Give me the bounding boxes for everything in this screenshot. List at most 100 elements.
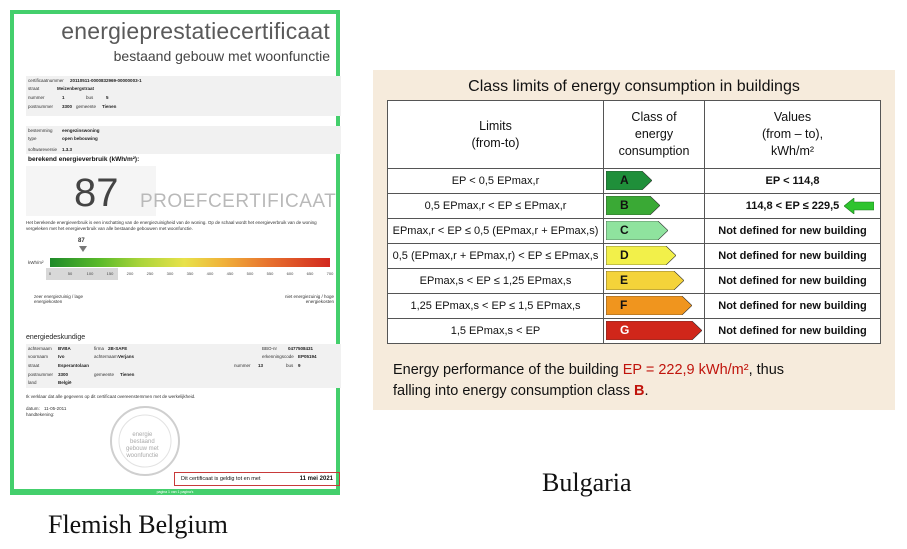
declaration-text: Ik verklaar dat alle gegevens op dit cer…: [26, 394, 196, 399]
value-cell: Not defined for new building: [704, 243, 881, 269]
software-value: 1.3.3: [62, 147, 73, 152]
stamp-text: energie bestaand gebouw met woonfunctie: [126, 432, 159, 460]
scale-tick: 350: [186, 271, 194, 276]
class-arrow-icon: [606, 196, 660, 215]
energy-score: 87: [74, 171, 119, 215]
class-cell: C: [603, 218, 705, 244]
header-line: (from – to),: [761, 127, 824, 141]
summary-prefix: Energy performance of the building: [393, 362, 623, 378]
class-arrow-icon: [606, 171, 652, 190]
expert-lastname: Verjans: [118, 354, 135, 359]
scale-tick: 0: [48, 271, 52, 276]
limit-cell: 0,5 EPmax,r < EP ≤ EPmax,r: [387, 193, 604, 219]
value-cell: Not defined for new building: [704, 293, 881, 319]
class-cell: E: [603, 268, 705, 294]
street-value: Meizenbergstraat: [57, 86, 95, 91]
summary-value: EP = 222,9 kWh/m²: [622, 362, 749, 378]
class-cell: D: [603, 243, 705, 269]
value-text: EP < 114,8: [765, 175, 820, 187]
class-limits-table: Limits (from-to) Class of energy consump…: [387, 100, 881, 344]
expert-municipality: Tienen: [120, 372, 135, 377]
class-arrow-icon: [606, 221, 668, 240]
marker-value: 87: [78, 238, 85, 244]
value-cell: Not defined for new building: [704, 218, 881, 244]
expert-title: energiedeskundige: [26, 334, 86, 341]
table-row: EP < 0,5 EPmax,r A EP < 114,8: [387, 168, 881, 194]
expert-firstname: Ivo: [58, 354, 65, 359]
municipality-label: gemeente: [76, 104, 97, 109]
cert-number: 20110511-0000832969-00000003-1: [70, 78, 142, 83]
stamp-line: gebouw met: [126, 446, 159, 452]
scale-unit: kWh/m²: [28, 260, 44, 265]
table-row: 1,25 EPmax,s < EP ≤ 1,5 EPmax,s F Not defi…: [387, 293, 881, 319]
class-letter: B: [620, 198, 629, 212]
expert-bbo-label: BBO-nr: [262, 346, 278, 351]
header-limits: Limits (from-to): [387, 100, 604, 169]
value-text: Not defined for new building: [718, 300, 867, 312]
municipality-value: Tienen: [102, 104, 117, 109]
table-header-row: Limits (from-to) Class of energy consump…: [387, 100, 881, 169]
expert-street: Esperantolaan: [58, 363, 90, 368]
expert-bbo: 0477508431: [288, 346, 314, 351]
class-letter: D: [620, 248, 629, 262]
value-cell: Not defined for new building: [704, 268, 881, 294]
expert-country-label: land: [28, 380, 37, 385]
street-label: straat: [28, 86, 40, 91]
expert-lastname-label: achternaam: [94, 354, 118, 359]
class-arrow-icon: [606, 246, 676, 265]
scale-tick: 650: [306, 271, 314, 276]
signature-label: handtekening:: [26, 412, 55, 417]
postcode-label: postnummer: [28, 104, 54, 109]
header-line: Values: [773, 110, 812, 124]
scale-tick: 400: [206, 271, 214, 276]
date-value: 11-05-2011: [44, 406, 67, 411]
class-cell: A: [603, 168, 705, 194]
caption-left: Flemish Belgium: [48, 510, 228, 539]
expert-surname: BVBA: [58, 346, 71, 351]
summary-class: B: [634, 383, 645, 399]
low-label: zeer energiezuinig / lage energiekosten: [34, 294, 84, 304]
scale-tick: 50: [67, 271, 73, 276]
slide-title: Class limits of energy consumption in bu…: [468, 78, 800, 95]
score-highlight: [46, 268, 118, 280]
caption-right: Bulgaria: [542, 468, 632, 497]
scale-tick: 500: [246, 271, 254, 276]
value-cell: EP < 114,8: [704, 168, 881, 194]
class-letter: E: [620, 273, 629, 287]
explanation-text: Het berekende energieverbruik is een ins…: [26, 220, 317, 231]
expert-country: België: [58, 380, 72, 385]
bus-label: bus: [86, 95, 94, 100]
expert-accreditation-label: erkenningscode: [262, 354, 294, 359]
scale-tick: 700: [326, 271, 334, 276]
scale-tick: 600: [286, 271, 294, 276]
highlight-arrow-icon: [843, 197, 875, 217]
header-line: consumption: [618, 144, 690, 158]
bus-value: 5: [106, 95, 109, 100]
scale-tick: 100: [86, 271, 94, 276]
table-row: 1,5 EPmax,s < EP G Not defined for new bui…: [387, 318, 881, 344]
summary-end: .: [644, 383, 649, 399]
expert-street-label: straat: [28, 363, 40, 368]
value-cell: 114,8 < EP ≤ 229,5: [704, 193, 881, 219]
scale-tick: 250: [146, 271, 154, 276]
header-line: (from-to): [471, 135, 520, 150]
value-text: 114,8 < EP ≤ 229,5: [745, 200, 840, 212]
page-footer: pagina 1 van 1 pagina's: [10, 489, 340, 495]
header-line: Class of: [631, 110, 677, 124]
stamp-line: woonfunctie: [126, 453, 159, 459]
class-arrow-icon: [606, 271, 684, 290]
stamp-line: bestaand: [129, 439, 155, 445]
expert-firstname-label: voornaam: [28, 354, 49, 359]
expert-surname-label: achternaam: [28, 346, 52, 351]
class-cell: G: [603, 318, 705, 344]
type-value: open bebouwing: [62, 136, 98, 141]
class-arrow-icon: [606, 296, 692, 315]
energy-scale-bar: [50, 258, 330, 267]
validity-label: Dit certificaat is geldig tot en met: [181, 476, 261, 482]
address-box: [26, 76, 341, 116]
class-letter: G: [620, 323, 630, 337]
header-line: energy: [634, 127, 674, 141]
software-label: softwareversie: [28, 147, 58, 152]
scale-tick: 150: [106, 271, 114, 276]
expert-municipality-label: gemeente: [94, 372, 115, 377]
